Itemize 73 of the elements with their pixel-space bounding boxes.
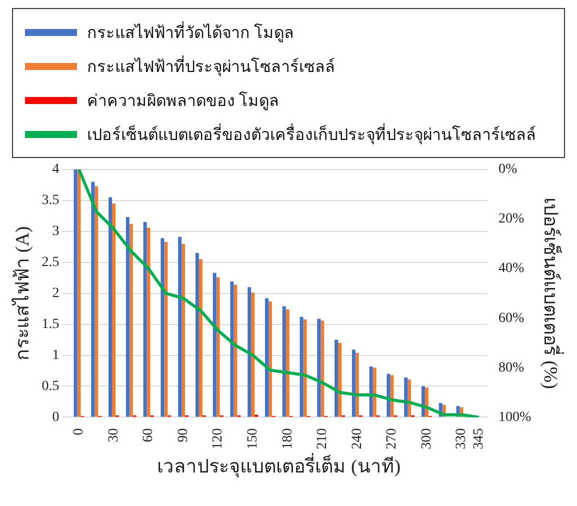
bar [143, 222, 147, 417]
bar [404, 378, 408, 417]
x-tick-label: 120 [210, 428, 226, 450]
bar [195, 253, 199, 417]
x-tick-label: 270 [384, 428, 400, 450]
bar [282, 306, 286, 417]
x-axis-title: เวลาประจุแบตเตอรี่เต็ม (นาที) [157, 452, 401, 479]
bar [300, 316, 304, 417]
bar [320, 320, 324, 417]
y-axis-title: กระแสไฟฟ้า (A) [11, 226, 34, 360]
bar [248, 287, 252, 417]
y2-tick-label: 20% [498, 212, 525, 227]
bar [164, 242, 168, 417]
y2-tick-label: 0% [498, 162, 518, 178]
x-tick-label: 180 [280, 428, 296, 450]
bar [129, 224, 133, 417]
x-tick-label: 345 [472, 428, 487, 450]
legend-label: กระแสไฟฟ้าที่วัดได้จาก โมดูล [87, 20, 294, 44]
bar [386, 374, 390, 417]
x-tick-label: 90 [176, 428, 191, 442]
bar [338, 342, 342, 417]
bar [212, 272, 216, 417]
bar [268, 301, 272, 417]
y-tick-label: 0 [52, 410, 60, 425]
bar [355, 352, 359, 417]
bar [234, 284, 238, 417]
bar [178, 236, 182, 417]
bar [317, 318, 321, 417]
bar [334, 340, 338, 417]
x-tick-label: 210 [315, 428, 330, 450]
bar [390, 375, 394, 417]
bar [126, 217, 130, 417]
bar [230, 282, 234, 417]
y2-tick-label: 40% [498, 261, 525, 276]
x-tick-label: 60 [141, 428, 156, 442]
y2-tick-label: 80% [498, 360, 525, 376]
y-tick-label: 2 [52, 286, 60, 301]
y2-tick-label: 100% [498, 410, 532, 425]
bar [216, 277, 220, 417]
y2-tick-label: 60% [498, 310, 525, 326]
bar [369, 366, 373, 417]
x-tick-label: 330 [454, 428, 470, 450]
x-tick-label: 300 [419, 428, 434, 450]
y-tick-label: 4 [52, 162, 60, 178]
bar [91, 182, 95, 417]
bar [160, 238, 164, 417]
x-tick-label: 240 [350, 428, 365, 450]
bar [74, 169, 78, 417]
legend-label: กระแสไฟฟ้าที่ประจุผ่านโซลาร์เซลล์ [87, 54, 335, 78]
bar [352, 350, 356, 417]
bar [286, 309, 290, 417]
legend-label: ค่าความผิดพลาดของ โมดูล [87, 90, 279, 112]
bar [112, 203, 116, 417]
x-tick-label: 0 [72, 428, 87, 436]
y-tick-label: 1 [52, 348, 60, 363]
y-tick-label: 2.5 [42, 254, 60, 270]
y2-axis-title: เปอร์เซ็นต์แบตเตอรี่ (%) [540, 198, 565, 389]
bar [265, 298, 268, 417]
bar [372, 368, 376, 417]
bar [146, 228, 150, 417]
x-tick-label: 30 [106, 428, 122, 442]
bar [251, 292, 255, 417]
bar [94, 186, 98, 417]
legend-label: เปอร์เซ็นต์แบตเตอรี่ของตัวเครื่องเก็บประจุที่ประจุผ่านโซลาร์เซลล์ [87, 122, 536, 146]
bar [408, 379, 412, 417]
y-tick-label: 1.5 [42, 316, 60, 332]
x-tick-label: 150 [246, 428, 261, 450]
bar [108, 197, 112, 417]
bar [198, 259, 202, 417]
y-tick-label: 3.5 [42, 193, 60, 208]
y-tick-label: 3 [52, 224, 60, 240]
bar [182, 244, 186, 417]
y-tick-label: 0.5 [42, 378, 60, 394]
